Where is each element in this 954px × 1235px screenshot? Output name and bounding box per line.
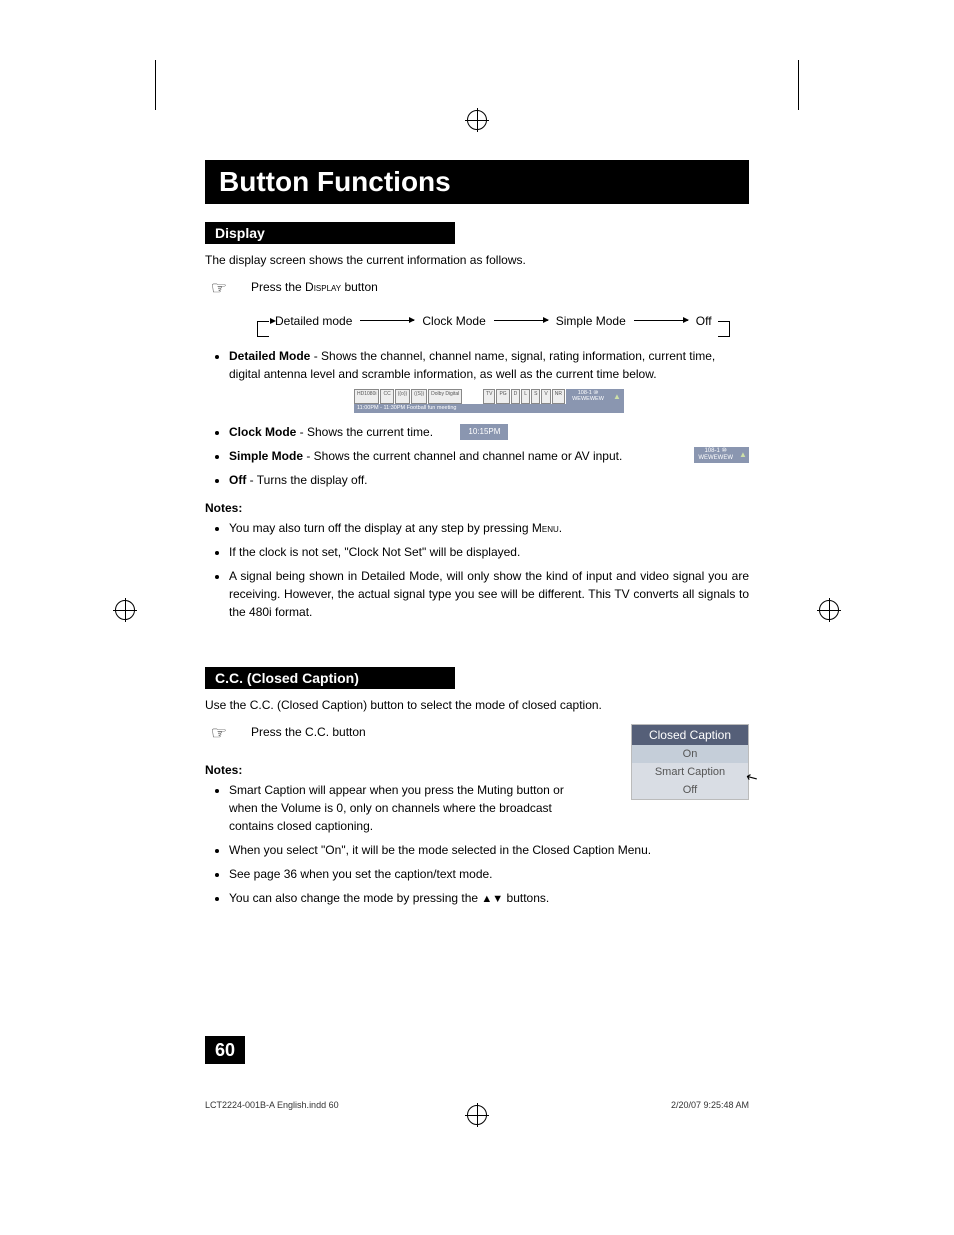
press-display-row: ☞ Press the Display button — [205, 279, 749, 306]
triangle-up-down-icon: ▲▼ — [481, 893, 503, 905]
osd-channel-block: 108-1 ⑩ WEWEWEW — [566, 389, 610, 404]
cc-menu-row: On — [632, 745, 748, 763]
note-text: You may also turn off the display at any… — [229, 521, 532, 535]
list-item: Off - Turns the display off. — [229, 471, 749, 489]
mode-desc: - Turns the display off. — [246, 473, 367, 487]
osd-rating: PG — [496, 389, 509, 404]
page-number: 60 — [205, 1036, 245, 1064]
press-prefix: Press the — [251, 280, 305, 294]
note-text: . — [559, 521, 562, 535]
cc-intro: Use the C.C. (Closed Caption) button to … — [205, 697, 749, 714]
hand-press-icon: ☞ — [205, 279, 233, 297]
osd-badge: HD1080i — [354, 389, 379, 404]
list-item: If the clock is not set, "Clock Not Set"… — [229, 543, 749, 561]
hand-press-icon: ☞ — [205, 724, 233, 742]
note-caps: Menu — [532, 521, 559, 535]
osd-badge: ((S)) — [411, 389, 427, 404]
mode-desc: - Shows the current time. — [296, 425, 433, 439]
cc-menu-row: Off — [632, 781, 748, 799]
osd-station: WEWEWEW — [698, 455, 733, 462]
osd-station: WEWEWEW — [572, 396, 604, 403]
footer-timestamp: 2/20/07 9:25:48 AM — [671, 1100, 749, 1110]
mode-name: Detailed Mode — [229, 349, 310, 363]
list-item: Clock Mode - Shows the current time. 10:… — [229, 423, 749, 441]
list-item: 108-1 ⑩ WEWEWEW ▲ Simple Mode - Shows th… — [229, 447, 749, 465]
list-item: You may also turn off the display at any… — [229, 519, 749, 537]
osd-subbadge: ⑩ — [593, 390, 598, 396]
note-text: buttons. — [503, 891, 549, 905]
osd-rating: NR — [552, 389, 565, 404]
osd-rating-prefix: TV — [483, 389, 495, 404]
osd-detailed-example: HD1080i CC ((o)) ((S)) Dolby Digital TV … — [354, 389, 624, 413]
press-cc-row: ☞ Press the C.C. button — [205, 724, 617, 751]
osd-rating: D — [511, 389, 521, 404]
note-text: If the clock is not set, "Clock Not Set"… — [229, 545, 520, 559]
crop-mark — [155, 60, 156, 110]
mode-name: Simple Mode — [229, 449, 303, 463]
section-heading-cc: C.C. (Closed Caption) — [205, 667, 455, 689]
display-mode-list: Detailed Mode - Shows the channel, chann… — [205, 347, 749, 489]
osd-channel: 108-1 — [578, 390, 592, 396]
note-text: A signal being shown in Detailed Mode, w… — [229, 569, 749, 619]
cc-notes-list: Smart Caption will appear when you press… — [205, 781, 565, 835]
flow-step: Clock Mode — [422, 314, 485, 328]
registration-mark-icon — [467, 110, 487, 130]
mode-desc: - Shows the current channel and channel … — [303, 449, 622, 463]
flow-step: Off — [696, 314, 712, 328]
antenna-icon: ▲ — [737, 447, 749, 463]
antenna-icon: ▲ — [610, 389, 624, 404]
osd-subbadge: ⑩ — [721, 448, 726, 454]
loop-left-icon — [257, 321, 269, 337]
mode-flow-diagram: Detailed mode Clock Mode Simple Mode Off — [257, 313, 749, 329]
list-item: Detailed Mode - Shows the channel, chann… — [229, 347, 749, 413]
footer-file: LCT2224-001B-A English.indd 60 — [205, 1100, 339, 1110]
section-heading-display: Display — [205, 222, 455, 244]
flow-step: Detailed mode — [275, 314, 352, 328]
press-suffix: button — [341, 280, 378, 294]
mode-name: Off — [229, 473, 246, 487]
page-title: Button Functions — [205, 160, 749, 204]
note-text: You can also change the mode by pressing… — [229, 891, 481, 905]
registration-mark-icon — [819, 600, 839, 620]
osd-rating: L — [521, 389, 530, 404]
osd-channel: 108-1 — [704, 448, 719, 454]
press-cc-text: Press the C.C. button — [251, 724, 366, 741]
list-item: You can also change the mode by pressing… — [229, 889, 749, 908]
list-item: Smart Caption will appear when you press… — [229, 781, 565, 835]
cc-notes-list-cont: When you select "On", it will be the mod… — [205, 841, 749, 908]
registration-mark-icon — [115, 600, 135, 620]
display-notes-list: You may also turn off the display at any… — [205, 519, 749, 621]
arrow-right-icon — [360, 320, 414, 321]
osd-clock-example: 10:15PM — [460, 424, 508, 440]
press-display-text: Press the Display button — [251, 279, 378, 296]
mode-name: Clock Mode — [229, 425, 296, 439]
cc-menu-row: Smart Caption — [632, 763, 748, 781]
loop-right-icon — [718, 321, 730, 337]
notes-heading: Notes: — [205, 501, 749, 515]
footer: LCT2224-001B-A English.indd 60 2/20/07 9… — [205, 1100, 749, 1110]
cc-menu-title: Closed Caption — [632, 725, 748, 745]
crop-mark — [798, 60, 799, 110]
arrow-right-icon — [494, 320, 548, 321]
list-item: When you select "On", it will be the mod… — [229, 841, 749, 859]
osd-rating: S — [531, 389, 540, 404]
osd-program-line: 11:00PM - 11:30PM Football fun meeting — [354, 404, 624, 413]
page-content: Button Functions Display The display scr… — [205, 160, 749, 914]
display-intro: The display screen shows the current inf… — [205, 252, 749, 269]
osd-badge: ((o)) — [395, 389, 410, 404]
arrow-right-icon — [634, 320, 688, 321]
osd-badge: Dolby Digital — [428, 389, 462, 404]
osd-badge: CC — [380, 389, 393, 404]
osd-rating: V — [541, 389, 550, 404]
list-item: A signal being shown in Detailed Mode, w… — [229, 567, 749, 621]
closed-caption-menu: Closed Caption On Smart Caption Off ↖ — [631, 724, 749, 800]
flow-step: Simple Mode — [556, 314, 626, 328]
osd-simple-example: 108-1 ⑩ WEWEWEW ▲ — [694, 447, 749, 463]
press-button-name: Display — [305, 280, 341, 294]
list-item: See page 36 when you set the caption/tex… — [229, 865, 749, 883]
